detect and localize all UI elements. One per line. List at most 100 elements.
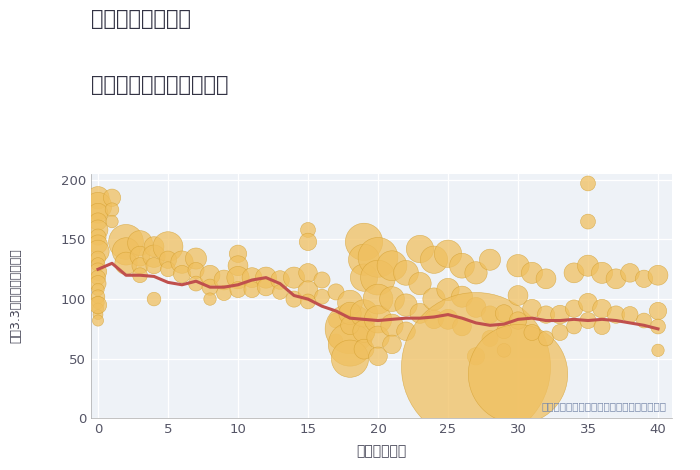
Point xyxy=(148,262,160,269)
Point xyxy=(414,245,426,253)
Point xyxy=(134,252,146,260)
Point xyxy=(344,325,356,333)
Point xyxy=(414,310,426,317)
Point xyxy=(330,288,342,296)
Point xyxy=(596,323,608,330)
Point xyxy=(134,262,146,269)
Point xyxy=(92,299,104,306)
Point xyxy=(512,317,524,324)
Point xyxy=(316,276,328,284)
Point xyxy=(582,262,594,269)
Point xyxy=(148,243,160,251)
Point xyxy=(456,293,468,300)
Point xyxy=(400,269,412,277)
Point xyxy=(652,307,664,315)
Point xyxy=(428,256,440,264)
Point xyxy=(260,274,272,282)
Point xyxy=(498,328,510,335)
Point xyxy=(92,286,104,293)
Point xyxy=(358,345,370,353)
Point xyxy=(246,274,258,282)
Point xyxy=(330,317,342,324)
Point xyxy=(652,272,664,279)
Point xyxy=(148,295,160,303)
Point xyxy=(106,206,118,213)
Point xyxy=(470,269,482,277)
Point xyxy=(484,335,496,342)
Point xyxy=(246,286,258,293)
Point xyxy=(162,243,174,251)
Point xyxy=(232,262,244,269)
Point xyxy=(344,341,356,348)
Point xyxy=(484,311,496,318)
Point xyxy=(526,329,538,336)
Point xyxy=(652,323,664,330)
Point xyxy=(400,301,412,309)
Point xyxy=(92,274,104,282)
Point xyxy=(512,262,524,269)
Point xyxy=(568,323,580,330)
Point xyxy=(456,262,468,269)
Point xyxy=(372,254,384,261)
Point xyxy=(624,269,636,277)
Point xyxy=(638,275,650,282)
Point xyxy=(92,194,104,202)
Point xyxy=(162,256,174,264)
Point xyxy=(204,295,216,303)
Point xyxy=(582,180,594,187)
Point xyxy=(92,248,104,255)
Point xyxy=(344,310,356,317)
Point xyxy=(288,274,300,282)
Point xyxy=(358,328,370,335)
Point xyxy=(92,202,104,210)
Point xyxy=(92,280,104,287)
Point xyxy=(92,261,104,268)
Point xyxy=(568,269,580,277)
Point xyxy=(652,346,664,354)
Point xyxy=(92,268,104,275)
Point xyxy=(386,321,398,329)
Text: 坪（3.3㎡）単価（万円）: 坪（3.3㎡）単価（万円） xyxy=(9,249,22,344)
Point xyxy=(512,370,524,378)
Point xyxy=(92,255,104,262)
Point xyxy=(568,305,580,313)
Point xyxy=(92,293,104,300)
Point xyxy=(134,272,146,279)
Point xyxy=(554,329,566,336)
Point xyxy=(120,259,132,267)
Point xyxy=(456,323,468,330)
Point xyxy=(176,258,188,266)
Point xyxy=(134,239,146,247)
Point xyxy=(302,287,314,295)
Point xyxy=(470,304,482,311)
Point xyxy=(610,311,622,318)
Text: 築年数別中古戸建て価格: 築年数別中古戸建て価格 xyxy=(91,75,228,95)
Text: 円の大きさは、取引のあった物件面積を示す: 円の大きさは、取引のあった物件面積を示す xyxy=(541,401,666,411)
Point xyxy=(372,295,384,303)
Point xyxy=(540,335,552,342)
Point xyxy=(106,218,118,225)
Point xyxy=(358,256,370,264)
Point xyxy=(218,276,230,284)
Point xyxy=(302,298,314,305)
Point xyxy=(596,305,608,313)
Point xyxy=(372,352,384,360)
Point xyxy=(344,321,356,329)
Point xyxy=(610,275,622,282)
Point xyxy=(638,317,650,324)
Point xyxy=(442,315,454,323)
Point xyxy=(372,334,384,341)
Point xyxy=(92,317,104,324)
Point xyxy=(596,269,608,277)
Point xyxy=(484,256,496,264)
Point xyxy=(624,311,636,318)
Point xyxy=(190,255,202,262)
Point xyxy=(218,290,230,297)
Point xyxy=(302,226,314,234)
Point xyxy=(190,266,202,274)
Point xyxy=(120,248,132,255)
Point xyxy=(92,241,104,248)
Point xyxy=(386,295,398,303)
Point xyxy=(428,295,440,303)
Point xyxy=(204,272,216,279)
